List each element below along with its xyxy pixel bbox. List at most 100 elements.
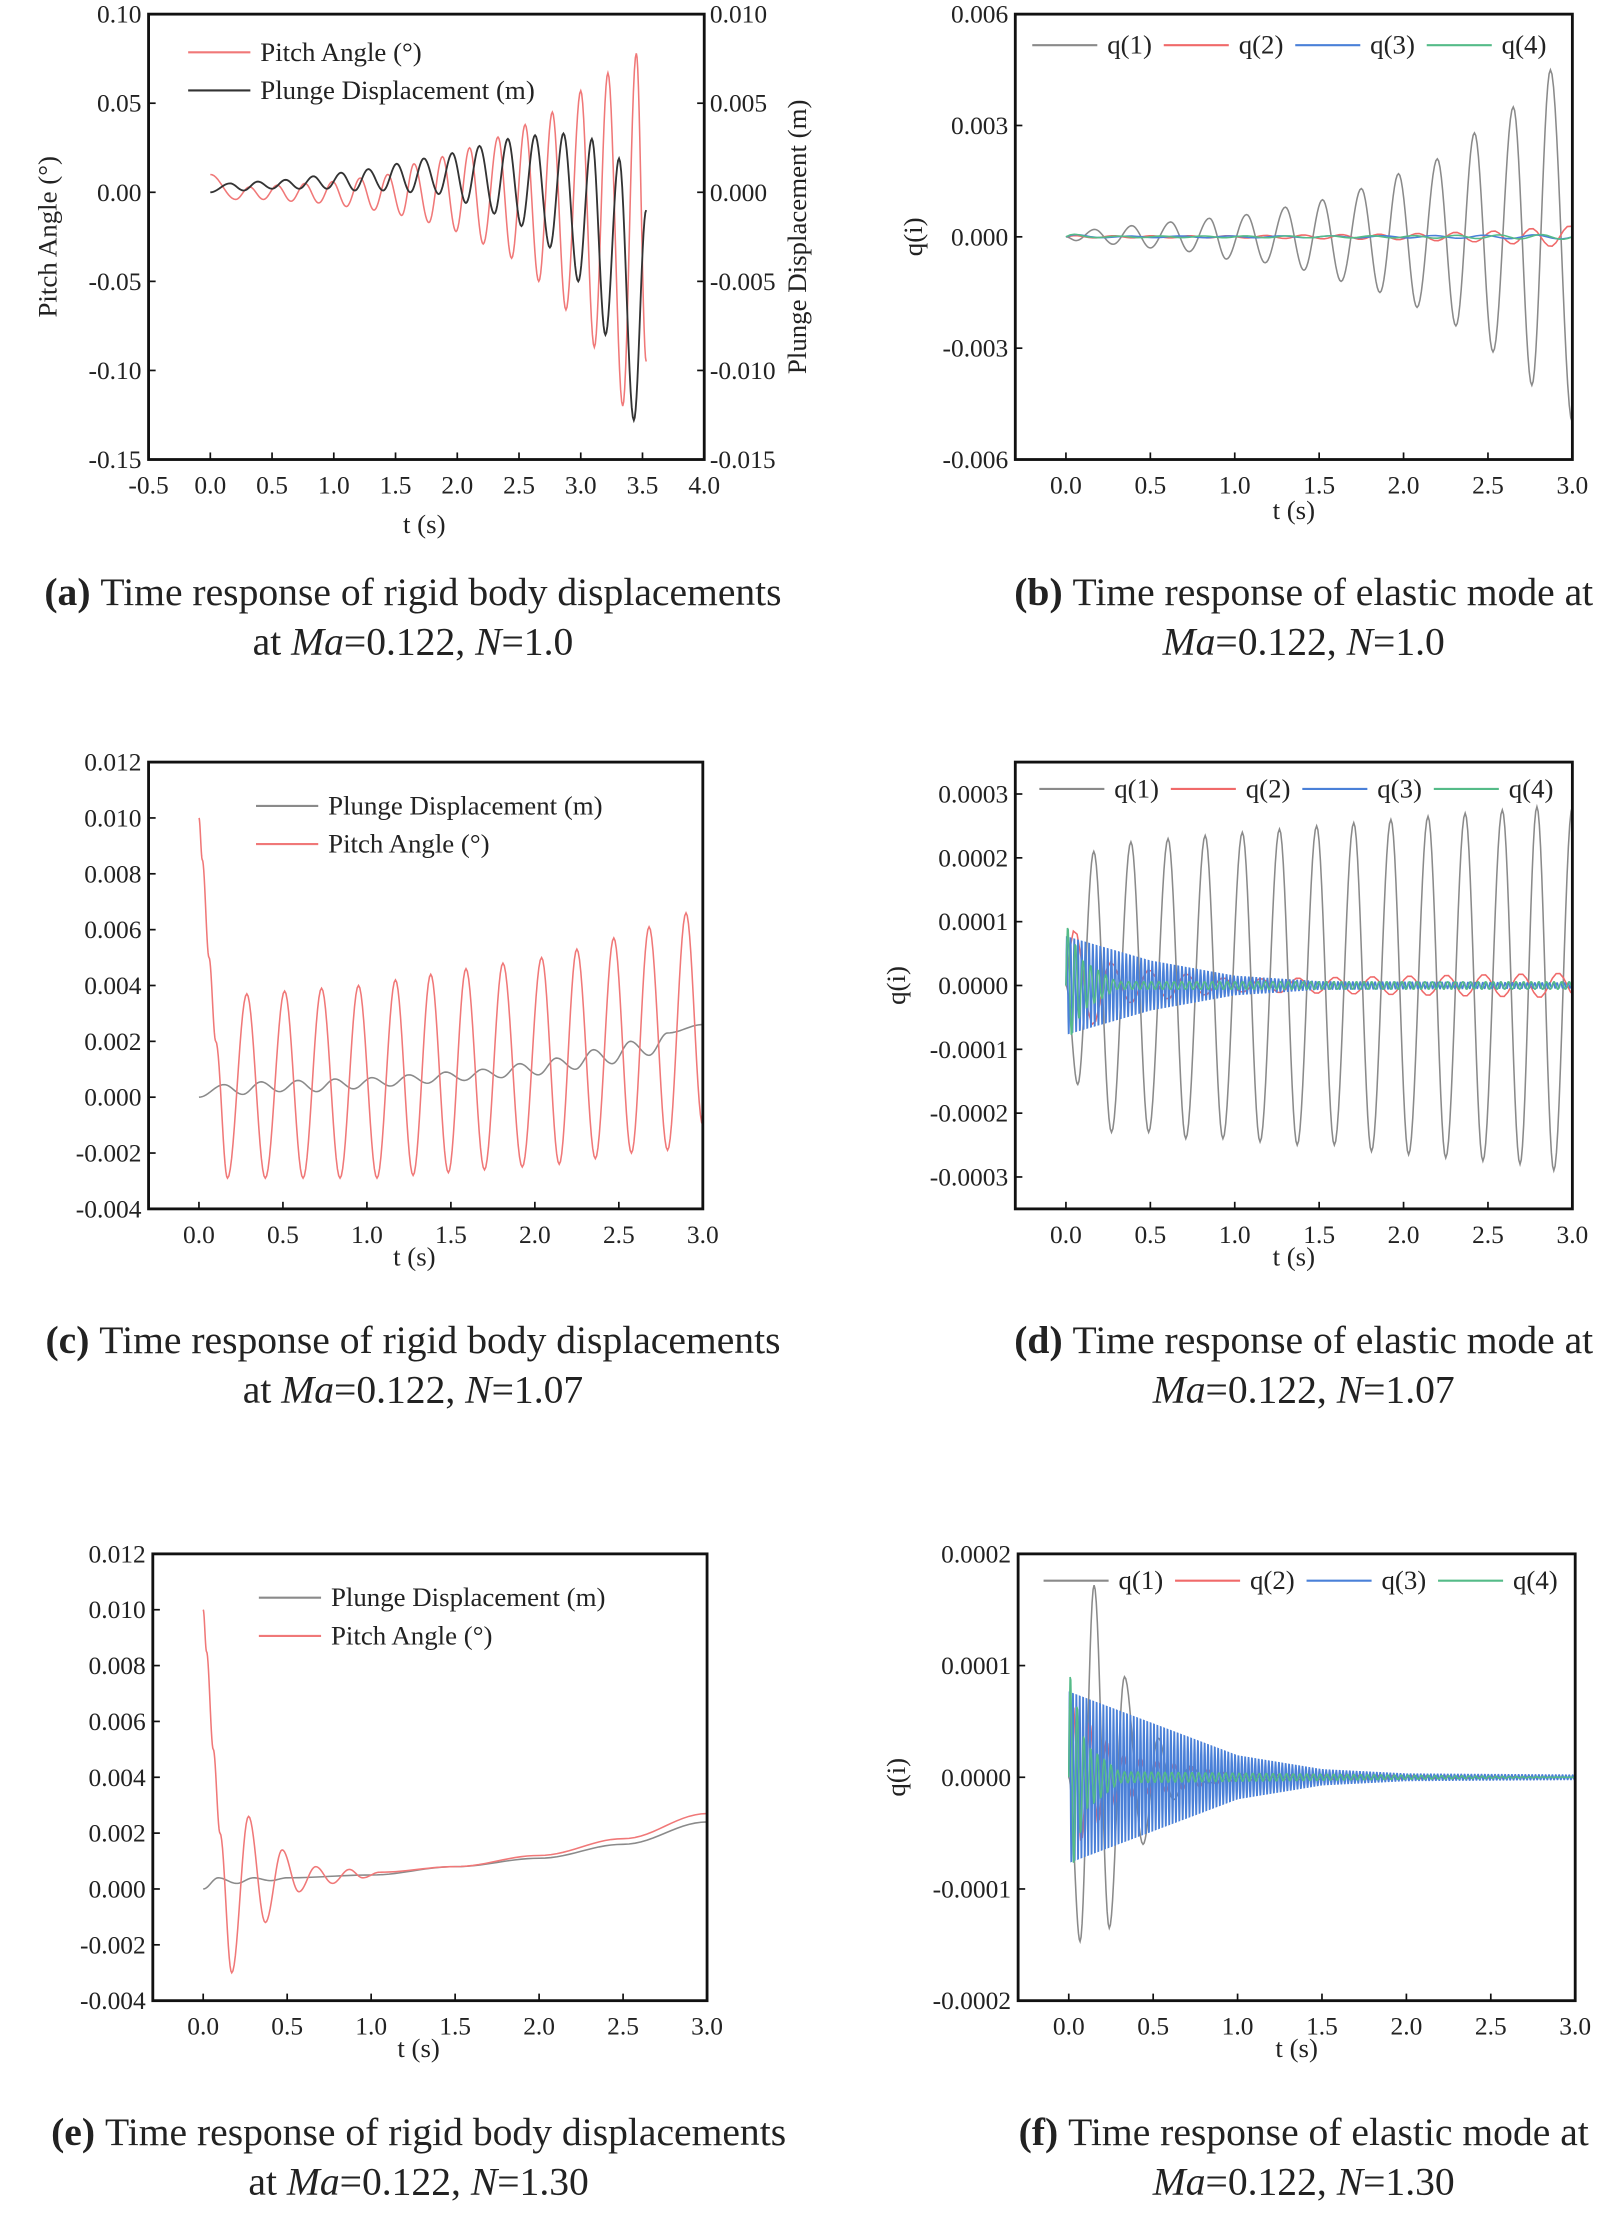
caption-prefix: at [243, 1368, 281, 1412]
series-line-2 [1065, 929, 1572, 1026]
chart-f: 0.0 0.5 1.0 1.5 2.0 2.5 3.0 0.0002 0.0001 0.0000 -… [881, 1539, 1591, 2203]
legend-label: q(1) [1114, 773, 1159, 803]
caption-ma: Ma [280, 1368, 334, 1412]
x-tick-label: 1.0 [1222, 2012, 1254, 2041]
y-tick-label: 0.012 [84, 748, 141, 777]
caption-line-2: Ma=0.122, N=1.07 [1152, 1368, 1455, 1412]
x-tick-label: 1.0 [355, 2012, 387, 2041]
x-tick-label: 3.5 [627, 470, 659, 499]
y-tick-label: -0.15 [89, 445, 142, 474]
series-line-2 [210, 131, 648, 424]
caption-n-value: =1.07 [1363, 1368, 1455, 1412]
y-tick-label: 0.004 [89, 1763, 147, 1792]
x-tick-label: 1.0 [1219, 1220, 1251, 1249]
x-axis-label: t (s) [393, 1241, 436, 1271]
x-tick-label: 0.0 [1050, 1220, 1082, 1249]
legend-label: Plunge Displacement (m) [260, 75, 535, 105]
y-tick-label: 0.006 [89, 1707, 146, 1736]
x-tick-label: 1.5 [439, 2012, 471, 2041]
caption-line-1: (e) Time response of rigid body displace… [51, 2110, 786, 2154]
x-tick-label: 0.5 [271, 2012, 303, 2041]
series-line-4 [1065, 233, 1573, 241]
caption-label: (f) [1019, 2110, 1059, 2154]
caption-ma-value: =0.122, [1215, 620, 1346, 664]
x-tick-label: -0.5 [128, 470, 168, 499]
caption-n: N [1336, 1368, 1366, 1412]
caption-label: (a) [44, 570, 90, 614]
caption-text: Time response of elastic mode at [1068, 2110, 1589, 2154]
y-tick-label: 0.0002 [941, 1539, 1011, 1568]
series-line-1 [1065, 803, 1573, 1174]
x-tick-label: 0.5 [1137, 2012, 1169, 2041]
caption-line-1: (d) Time response of elastic mode at [1014, 1318, 1593, 1362]
y-axis-label: q(i) [881, 1758, 911, 1797]
y-axis-label: Pitch Angle (°) [33, 156, 63, 317]
x-tick-label: 3.0 [691, 2012, 723, 2041]
caption-space [91, 570, 101, 614]
caption-ma-value: =0.122, [1206, 2159, 1337, 2203]
caption-line-1: (b) Time response of elastic mode at [1014, 570, 1593, 614]
x-tick-label: 0.0 [194, 470, 226, 499]
chart-d: 0.0 0.5 1.0 1.5 2.0 2.5 3.0 0.0003 0.0002 0.0001 0… [881, 760, 1593, 1412]
caption-ma-value: =0.122, [334, 1368, 465, 1412]
caption-line-1: (f) Time response of elastic mode at [1019, 2110, 1589, 2154]
caption-a: (a) Time response of rigid body displace… [44, 570, 781, 663]
y-tick-label: -0.0002 [930, 1099, 1008, 1128]
caption-label: (c) [45, 1318, 89, 1362]
x-tick-label: 3.0 [1556, 470, 1588, 499]
x-tick-label: 0.5 [267, 1220, 299, 1249]
caption-ma: Ma [1152, 2159, 1206, 2203]
series-line-2 [202, 1609, 708, 1975]
caption-prefix: at [248, 2159, 286, 2203]
y-tick-label: 0.004 [84, 971, 142, 1000]
caption-n-value: =1.0 [1373, 620, 1445, 664]
series-line-2 [1065, 225, 1572, 247]
caption-n: N [470, 2159, 500, 2203]
y-tick-label: 0.000 [89, 1874, 146, 1903]
y-tick-label: -0.0001 [930, 1035, 1008, 1064]
x-tick-label: 2.0 [1388, 1220, 1420, 1249]
caption-n: N [1336, 2159, 1366, 2203]
legend: q(1) q(2) q(3) q(4) [1043, 1565, 1558, 1595]
x-tick-label: 2.5 [603, 1220, 635, 1249]
legend-label: q(2) [1250, 1565, 1295, 1595]
caption-line-2: at Ma=0.122, N=1.0 [253, 620, 574, 664]
y-tick-label: 0.0000 [938, 971, 1008, 1000]
x-tick-label: 0.5 [1134, 470, 1166, 499]
caption-space [1063, 1318, 1073, 1362]
caption-d: (d) Time response of elastic mode at Ma=0… [1014, 1318, 1593, 1411]
x-tick-label: 1.5 [1306, 2012, 1338, 2041]
legend-label: q(4) [1509, 773, 1554, 803]
caption-label: (d) [1014, 1318, 1062, 1362]
series-line-2 [198, 817, 703, 1180]
y-axis-label: q(i) [898, 217, 928, 256]
caption-b: (b) Time response of elastic mode at Ma=0… [1014, 570, 1593, 663]
y-tick-label: 0.008 [84, 859, 141, 888]
caption-space [1063, 570, 1073, 614]
caption-f: (f) Time response of elastic mode at Ma=0… [1019, 2110, 1589, 2203]
y-tick-label: -0.10 [89, 356, 142, 385]
legend-label: Pitch Angle (°) [328, 829, 489, 859]
y-tick-label: -0.05 [89, 267, 142, 296]
caption-n: N [474, 620, 504, 664]
x-tick-label: 2.0 [1388, 470, 1420, 499]
legend-label: Plunge Displacement (m) [328, 790, 602, 820]
caption-ma: Ma [1152, 1368, 1206, 1412]
x-tick-label: 1.5 [435, 1220, 467, 1249]
chart-c: 0.0 0.5 1.0 1.5 2.0 2.5 3.0 0.012 0.010 0.008 0.00… [45, 748, 780, 1412]
caption-ma: Ma [290, 620, 344, 664]
caption-ma: Ma [286, 2159, 340, 2203]
y-tick-label: 0.012 [89, 1539, 146, 1568]
caption-text: Time response of rigid body displacement… [100, 570, 781, 614]
caption-space [95, 2110, 105, 2154]
y-tick-label: 0.000 [84, 1083, 141, 1112]
x-tick-label: 1.5 [1303, 470, 1335, 499]
legend-label: q(4) [1502, 30, 1547, 60]
x-tick-label: 3.0 [1556, 1220, 1588, 1249]
y-tick-label: 0.003 [951, 111, 1008, 140]
x-tick-label: 2.0 [1390, 2012, 1422, 2041]
x-tick-label: 1.0 [318, 470, 350, 499]
y-right-tick-label: -0.015 [710, 445, 776, 474]
chart-a: -0.5 0.0 0.5 1.0 1.5 2.0 2.5 3.0 3.5 4.0 0.10 0.05 0… [33, 0, 812, 664]
y-tick-label: 0.006 [951, 0, 1008, 29]
